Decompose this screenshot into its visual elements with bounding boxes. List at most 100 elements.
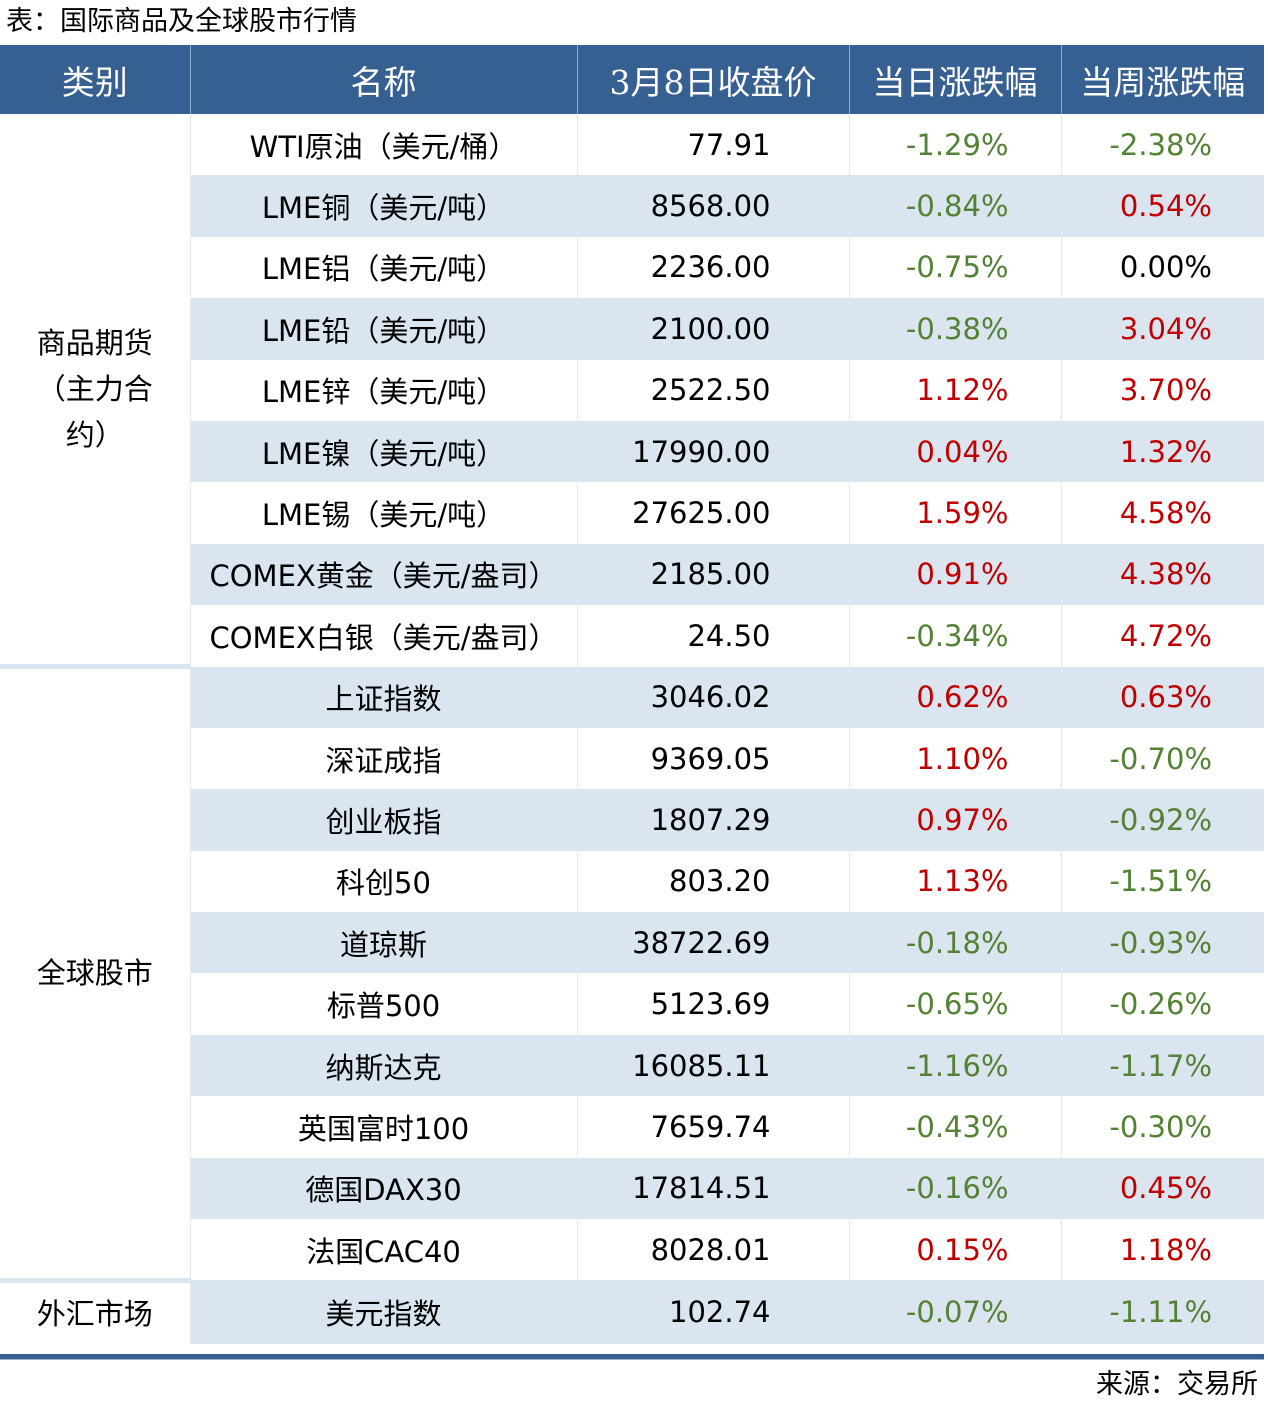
name-cell: 美元指数	[189, 1280, 577, 1345]
daily-change-cell: 1.12%	[848, 359, 1061, 421]
name-cell: LME铅（美元/吨）	[189, 298, 577, 360]
name-cell: 道琼斯	[189, 912, 577, 974]
table-title: 表：国际商品及全球股市行情	[6, 6, 357, 37]
table-row: LME铜（美元/吨） 8568.00 -0.84% 0.54%	[0, 175, 1264, 237]
weekly-change-cell: -2.38%	[1060, 114, 1264, 176]
name-cell: COMEX黄金（美元/盎司）	[189, 543, 577, 606]
close-price-cell: 17990.00	[576, 420, 849, 483]
daily-change-cell: 1.10%	[848, 727, 1061, 790]
close-price-cell: 24.50	[576, 605, 849, 667]
daily-change-cell: 0.62%	[848, 666, 1061, 728]
name-cell: LME铝（美元/吨）	[189, 236, 577, 299]
weekly-change-cell: 0.54%	[1060, 175, 1264, 237]
table-row: 道琼斯 38722.69 -0.18% -0.93%	[0, 912, 1264, 974]
name-cell: 创业板指	[189, 789, 577, 851]
category-cell: 全球股市	[0, 664, 190, 1281]
table-row: LME铝（美元/吨） 2236.00 -0.75% 0.00%	[0, 236, 1264, 299]
name-cell: COMEX白银（美元/盎司）	[189, 605, 577, 667]
table-row: 纳斯达克 16085.11 -1.16% -1.17%	[0, 1034, 1264, 1097]
daily-change-cell: -1.16%	[848, 1034, 1061, 1097]
name-cell: LME铜（美元/吨）	[189, 175, 577, 237]
close-price-cell: 77.91	[576, 114, 849, 176]
daily-change-cell: 0.04%	[848, 420, 1061, 483]
close-price-cell: 8568.00	[576, 175, 849, 237]
close-price-cell: 2185.00	[576, 543, 849, 606]
market-table: 类别 名称 3月8日收盘价 当日涨跌幅 当周涨跌幅 商品期货（主力合约） WTI原…	[0, 45, 1264, 1345]
table-row: 创业板指 1807.29 0.97% -0.92%	[0, 789, 1264, 851]
daily-change-cell: 0.91%	[848, 543, 1061, 606]
name-cell: 德国DAX30	[189, 1157, 577, 1220]
daily-change-cell: -0.84%	[848, 175, 1061, 237]
daily-change-cell: -0.16%	[848, 1157, 1061, 1220]
name-cell: 深证成指	[189, 727, 577, 790]
daily-change-cell: -0.75%	[848, 236, 1061, 299]
header-row: 类别 名称 3月8日收盘价 当日涨跌幅 当周涨跌幅	[0, 45, 1264, 114]
close-price-cell: 102.74	[576, 1280, 849, 1345]
table-row: LME锡（美元/吨） 27625.00 1.59% 4.58%	[0, 482, 1264, 544]
category-cell: 商品期货（主力合约）	[0, 114, 190, 667]
table-row: 科创50 803.20 1.13% -1.51%	[0, 850, 1264, 913]
name-cell: LME锡（美元/吨）	[189, 482, 577, 544]
name-cell: 科创50	[189, 850, 577, 913]
close-price-cell: 38722.69	[576, 912, 849, 974]
close-price-cell: 8028.01	[576, 1219, 849, 1281]
name-cell: 法国CAC40	[189, 1219, 577, 1281]
name-cell: LME锌（美元/吨）	[189, 359, 577, 421]
table-row: 全球股市 上证指数 3046.02 0.62% 0.63%	[0, 664, 1264, 1281]
daily-change-cell: 1.13%	[848, 850, 1061, 913]
weekly-change-cell: -0.26%	[1060, 973, 1264, 1035]
daily-change-cell: 0.15%	[848, 1219, 1061, 1281]
name-cell: WTI原油（美元/桶）	[189, 114, 577, 176]
close-price-cell: 17814.51	[576, 1157, 849, 1220]
weekly-change-cell: 3.70%	[1060, 359, 1264, 421]
daily-change-cell: -0.34%	[848, 605, 1061, 667]
daily-change-cell: 0.97%	[848, 789, 1061, 851]
header-weekly-change: 当周涨跌幅	[1060, 45, 1264, 114]
close-price-cell: 9369.05	[576, 727, 849, 790]
category-cell: 外汇市场	[0, 1277, 190, 1345]
name-cell: 纳斯达克	[189, 1034, 577, 1097]
name-cell: 上证指数	[189, 666, 577, 728]
close-price-cell: 16085.11	[576, 1034, 849, 1097]
header-name: 名称	[189, 45, 577, 114]
close-price-cell: 5123.69	[576, 973, 849, 1035]
table-row: COMEX黄金（美元/盎司） 2185.00 0.91% 4.38%	[0, 543, 1264, 606]
weekly-change-cell: 4.38%	[1060, 543, 1264, 606]
weekly-change-cell: 0.45%	[1060, 1157, 1264, 1220]
table-row: 深证成指 9369.05 1.10% -0.70%	[0, 727, 1264, 790]
daily-change-cell: -0.43%	[848, 1096, 1061, 1158]
table-bottom-border	[0, 1354, 1264, 1360]
weekly-change-cell: -1.51%	[1060, 850, 1264, 913]
table-row: 标普500 5123.69 -0.65% -0.26%	[0, 973, 1264, 1035]
weekly-change-cell: -0.70%	[1060, 727, 1264, 790]
daily-change-cell: -0.65%	[848, 973, 1061, 1035]
close-price-cell: 7659.74	[576, 1096, 849, 1158]
weekly-change-cell: -1.11%	[1060, 1280, 1264, 1345]
table-row: 法国CAC40 8028.01 0.15% 1.18%	[0, 1219, 1264, 1281]
table-row: 德国DAX30 17814.51 -0.16% 0.45%	[0, 1157, 1264, 1220]
name-cell: 英国富时100	[189, 1096, 577, 1158]
weekly-change-cell: -0.30%	[1060, 1096, 1264, 1158]
table-row: LME镍（美元/吨） 17990.00 0.04% 1.32%	[0, 420, 1264, 483]
name-cell: 标普500	[189, 973, 577, 1035]
table-row: COMEX白银（美元/盎司） 24.50 -0.34% 4.72%	[0, 605, 1264, 667]
header-daily-change: 当日涨跌幅	[848, 45, 1061, 114]
close-price-cell: 27625.00	[576, 482, 849, 544]
header-category: 类别	[0, 45, 190, 114]
table-row: 英国富时100 7659.74 -0.43% -0.30%	[0, 1096, 1264, 1158]
weekly-change-cell: 4.72%	[1060, 605, 1264, 667]
daily-change-cell: 1.59%	[848, 482, 1061, 544]
weekly-change-cell: -0.92%	[1060, 789, 1264, 851]
close-price-cell: 3046.02	[576, 666, 849, 728]
weekly-change-cell: 0.00%	[1060, 236, 1264, 299]
close-price-cell: 803.20	[576, 850, 849, 913]
name-cell: LME镍（美元/吨）	[189, 420, 577, 483]
close-price-cell: 2236.00	[576, 236, 849, 299]
daily-change-cell: -0.38%	[848, 298, 1061, 360]
table-row: LME铅（美元/吨） 2100.00 -0.38% 3.04%	[0, 298, 1264, 360]
daily-change-cell: -0.18%	[848, 912, 1061, 974]
weekly-change-cell: 4.58%	[1060, 482, 1264, 544]
close-price-cell: 1807.29	[576, 789, 849, 851]
table-row: 商品期货（主力合约） WTI原油（美元/桶） 77.91 -1.29% -2.38%	[0, 114, 1264, 667]
weekly-change-cell: -0.93%	[1060, 912, 1264, 974]
